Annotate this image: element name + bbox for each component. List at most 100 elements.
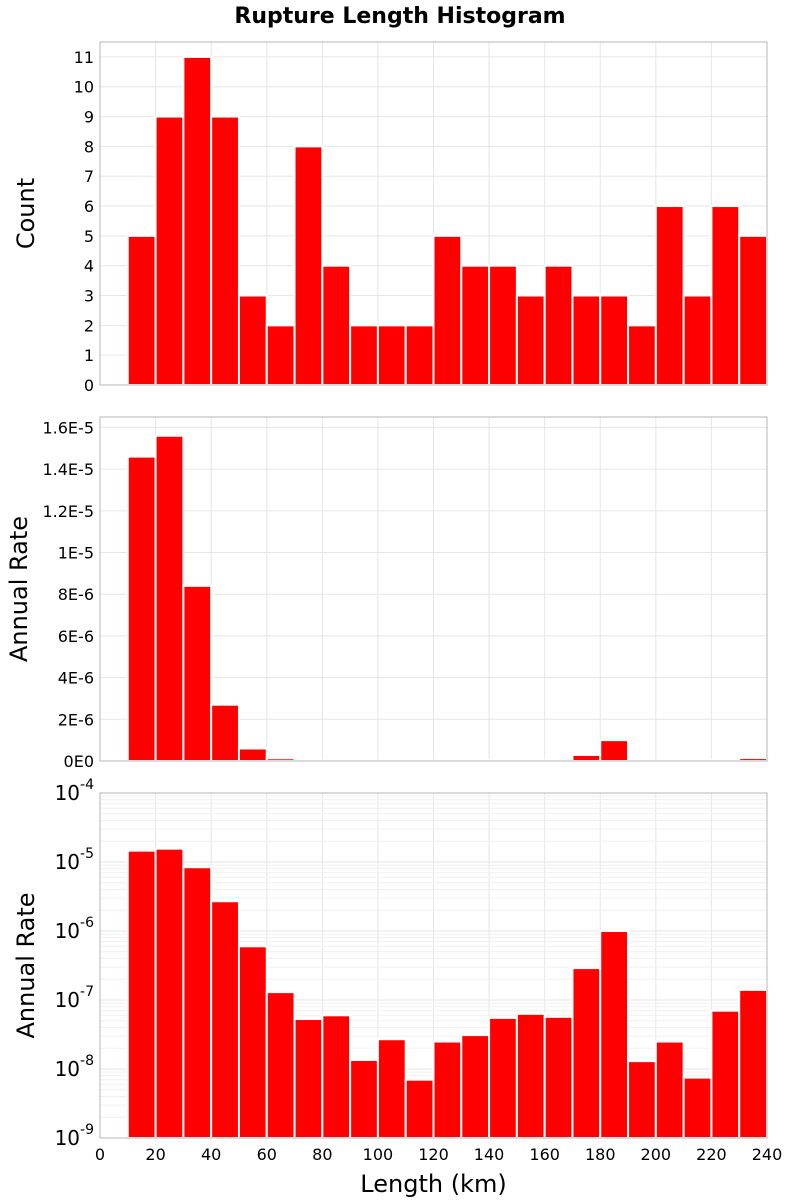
y-tick-label: 9 (84, 108, 94, 127)
bar (265, 991, 296, 1139)
rate-log-panel: 10-9 10-8 10-7 10-6 10-5 10-4 Annual Rate 0 20 40… (12, 777, 782, 1198)
x-tick-label: 160 (529, 1145, 560, 1164)
bar (432, 234, 463, 386)
bar (515, 294, 546, 386)
y-tick-label: 3 (84, 287, 94, 306)
y-tick-label: 10 (74, 78, 94, 97)
y-tick-label: 6E-6 (58, 627, 94, 646)
y-tick-label: 2 (84, 316, 94, 335)
x-tick-label: 240 (752, 1145, 783, 1164)
plot-frame (99, 416, 768, 762)
bar (543, 264, 574, 386)
y-tick-label: 1.2E-5 (42, 502, 94, 521)
y-tick-label: 10-8 (55, 1053, 94, 1081)
bar (210, 115, 240, 386)
plot-frame (99, 41, 768, 386)
bar (404, 324, 435, 387)
y-tick-label: 2E-6 (58, 710, 94, 729)
x-tick-label: 40 (201, 1145, 221, 1164)
bar (321, 264, 352, 386)
bar (432, 1040, 463, 1139)
y-axis-label: Annual Rate (5, 516, 33, 662)
x-tick-label: 0 (95, 1145, 105, 1164)
bar (654, 1040, 685, 1139)
bar (682, 1076, 713, 1139)
y-tick-label: 4E-6 (58, 669, 94, 688)
y-tick-label: 7 (84, 167, 94, 186)
x-tick-label: 60 (257, 1145, 277, 1164)
y-tick-label: 10-5 (55, 846, 94, 874)
bar (126, 234, 157, 386)
bar (710, 205, 741, 386)
bar (154, 847, 185, 1139)
bar (321, 1014, 352, 1139)
bar (627, 1060, 657, 1140)
x-tick-label: 200 (641, 1145, 672, 1164)
bar (376, 324, 407, 387)
bar (349, 1059, 379, 1139)
bar (210, 900, 240, 1139)
rate-linear-panel: 0E0 2E-6 4E-6 6E-6 8E-6 1E-5 1.2E-5 1.4E-5 1.6E-… (5, 416, 768, 771)
y-tick-label: 8 (84, 137, 94, 156)
y-tick-label: 11 (74, 48, 94, 67)
y-tick-label: 1E-5 (58, 544, 94, 563)
bar (599, 930, 630, 1139)
bar (515, 1012, 546, 1140)
bar (237, 294, 268, 386)
bar (182, 55, 213, 386)
bar (154, 115, 185, 386)
bar (210, 703, 240, 763)
bar (349, 324, 379, 387)
plot-frame (99, 792, 768, 1139)
x-tick-label: 140 (474, 1145, 505, 1164)
bar (376, 1038, 407, 1139)
bar (488, 264, 518, 386)
y-tick-label: 5 (84, 227, 94, 246)
bar (682, 294, 713, 386)
y-axis-label: Count (12, 178, 40, 249)
x-tick-label: 220 (696, 1145, 727, 1164)
bar (126, 455, 157, 762)
y-tick-label: 1 (84, 346, 94, 365)
y-tick-label: 10-9 (55, 1122, 94, 1150)
bar (460, 264, 491, 386)
y-tick-label: 10-6 (55, 915, 95, 943)
bar (599, 739, 630, 762)
bar (237, 747, 268, 762)
x-axis-label: Length (km) (360, 1170, 506, 1198)
y-tick-label: 0 (84, 376, 94, 395)
chart-title: Rupture Length Histogram (234, 4, 565, 29)
y-tick-label: 6 (84, 197, 94, 216)
bar (293, 1018, 324, 1139)
bar (738, 988, 768, 1140)
bar (571, 294, 602, 386)
bar (237, 945, 268, 1139)
bar (126, 849, 157, 1139)
x-tick-label: 100 (363, 1145, 394, 1164)
y-tick-label: 10-4 (55, 777, 95, 805)
x-tick-label: 180 (585, 1145, 616, 1164)
bar (571, 967, 602, 1139)
bar (154, 434, 185, 762)
bar (654, 205, 685, 386)
bar (627, 324, 657, 387)
y-tick-label: 8E-6 (58, 585, 94, 604)
x-tick-label: 120 (418, 1145, 449, 1164)
y-tick-label: 1.4E-5 (42, 460, 94, 479)
bar (710, 1009, 741, 1139)
bar (543, 1015, 574, 1139)
bar (571, 753, 602, 762)
x-tick-label: 20 (145, 1145, 165, 1164)
y-tick-label: 4 (84, 257, 94, 276)
y-tick-label: 1.6E-5 (42, 418, 94, 437)
y-tick-label: 10-7 (55, 984, 94, 1012)
y-tick-label: 0E0 (64, 752, 94, 771)
bar (599, 294, 630, 386)
count-panel: 0 1 2 3 4 5 6 7 8 9 10 11 Count (12, 41, 768, 395)
bar (265, 324, 296, 387)
bar (404, 1078, 435, 1139)
bar (488, 1016, 518, 1139)
y-axis-label: Annual Rate (12, 892, 40, 1038)
bar (293, 145, 324, 386)
